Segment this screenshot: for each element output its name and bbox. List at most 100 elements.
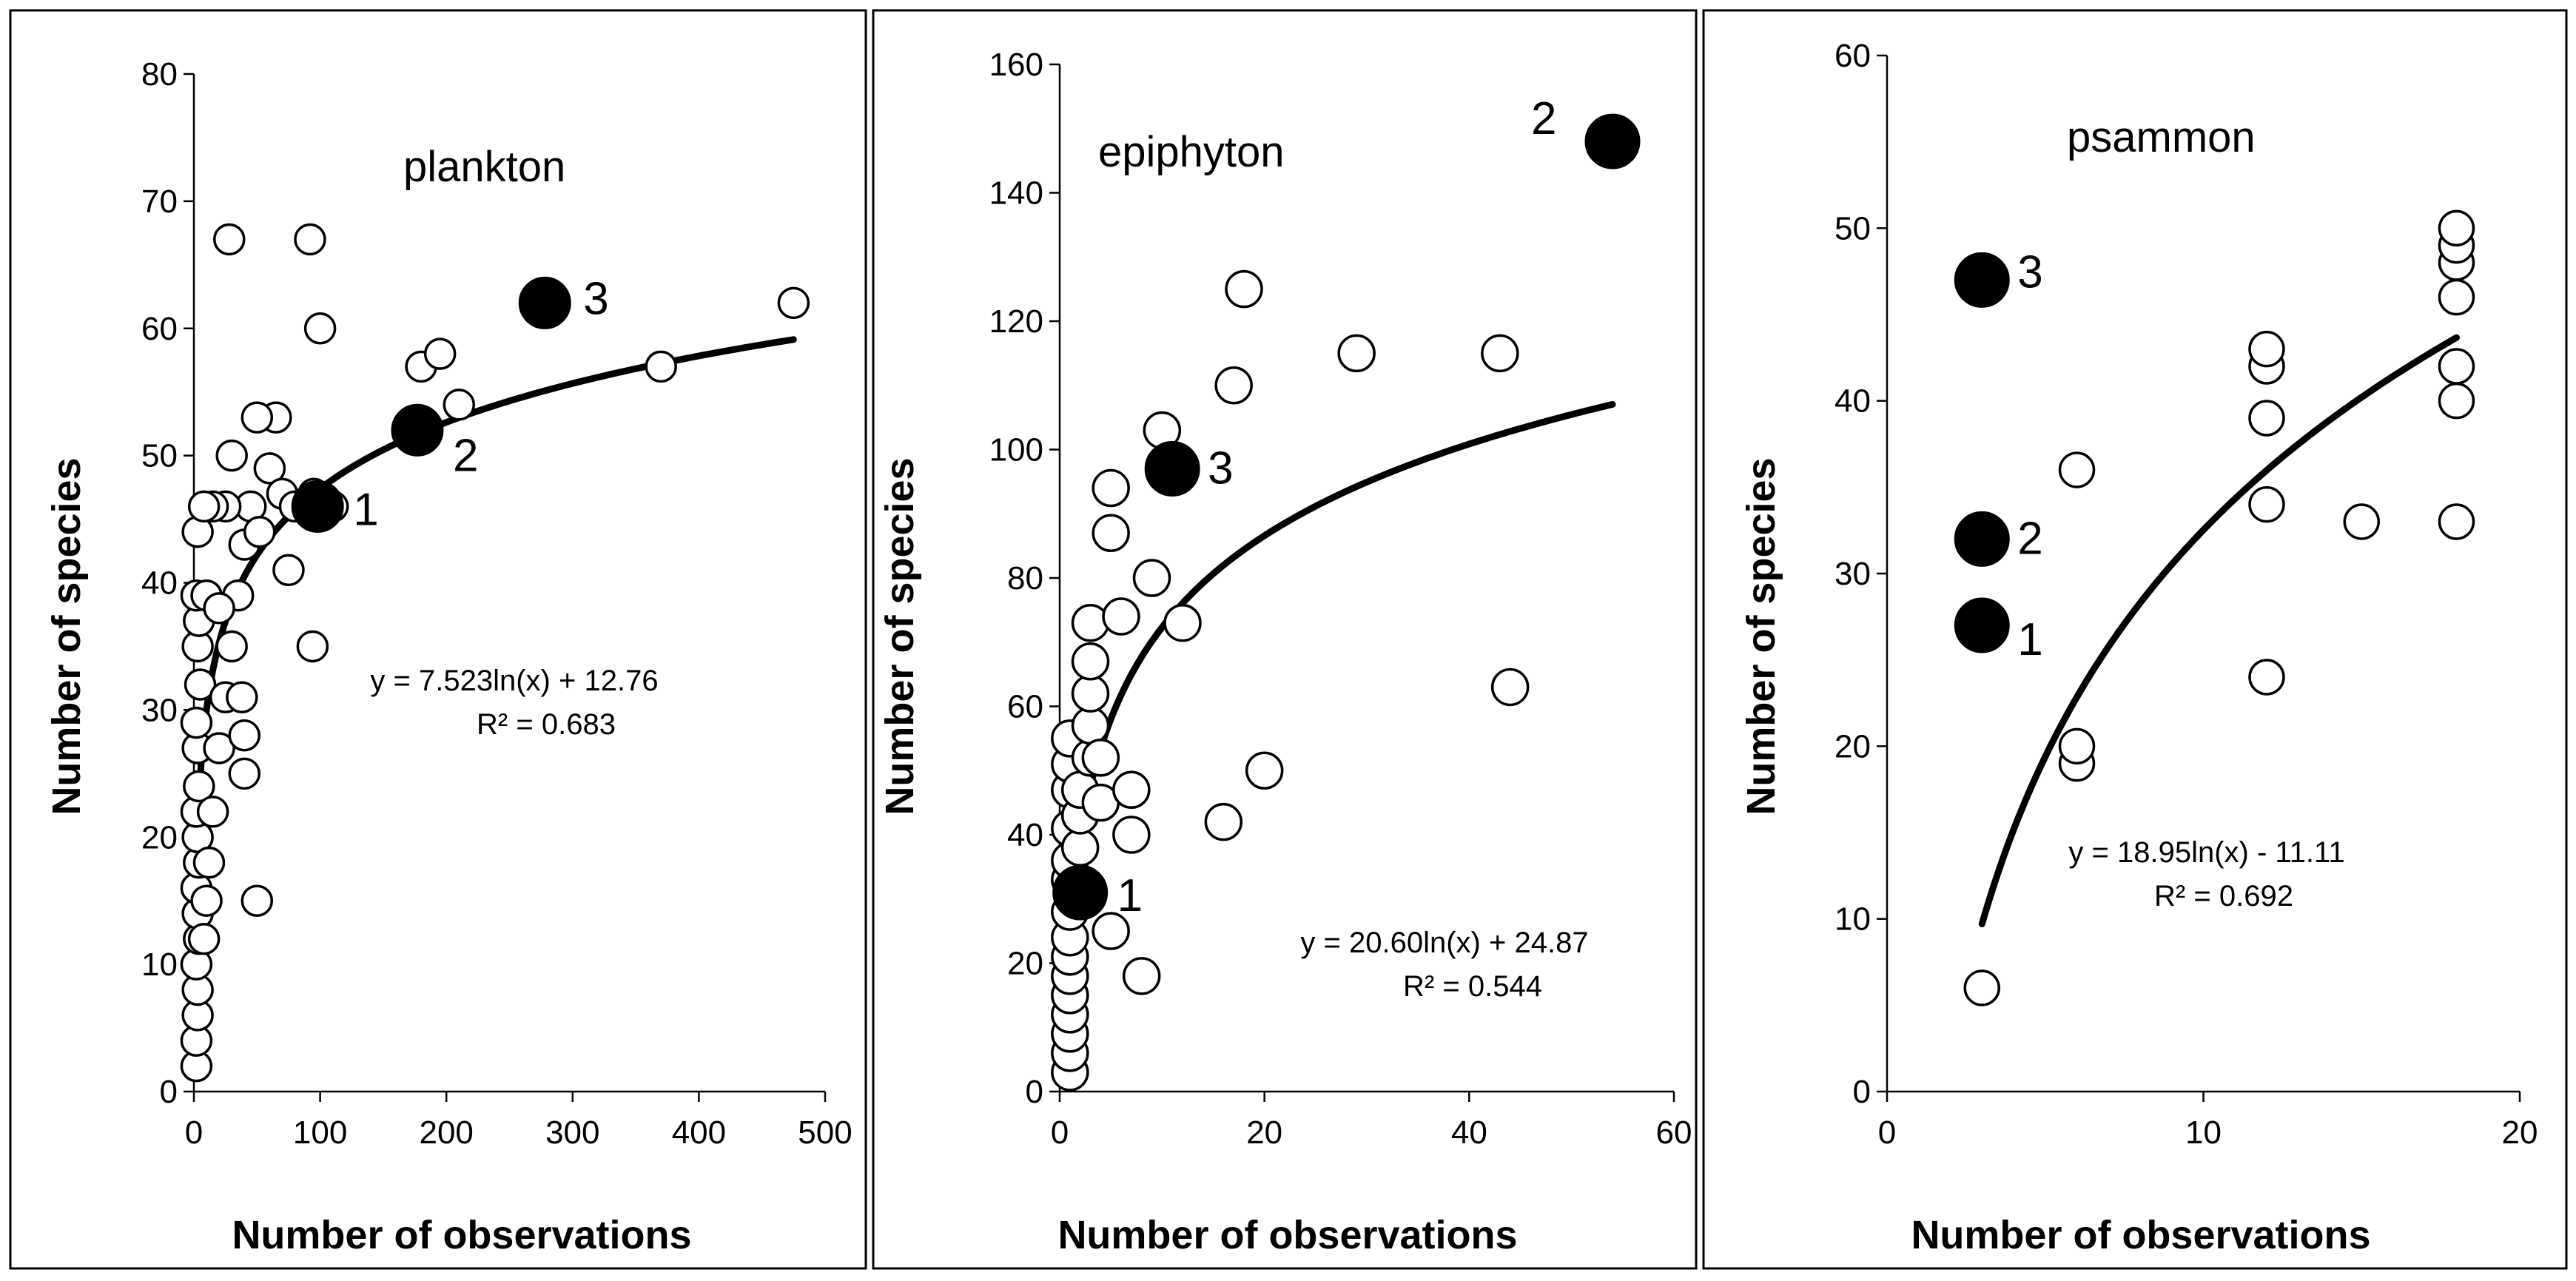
data-point bbox=[2248, 659, 2285, 696]
y-tick-label: 20 bbox=[1835, 728, 1871, 764]
y-tick-label: 20 bbox=[1007, 946, 1043, 982]
point-label: 1 bbox=[2017, 614, 2042, 665]
panel-frame-psammon bbox=[1702, 9, 2568, 1270]
data-point bbox=[203, 732, 235, 764]
data-point bbox=[2058, 727, 2096, 765]
y-tick-label: 60 bbox=[1835, 38, 1871, 74]
data-point bbox=[1122, 957, 1161, 995]
data-point bbox=[1092, 468, 1130, 508]
data-point bbox=[777, 286, 810, 320]
data-point bbox=[180, 706, 213, 739]
y-tick-label: 40 bbox=[141, 565, 178, 602]
data-point bbox=[228, 757, 260, 790]
data-point bbox=[2058, 451, 2096, 488]
data-point bbox=[1225, 269, 1263, 309]
data-point bbox=[1245, 751, 1284, 790]
data-point bbox=[2248, 400, 2285, 437]
data-point bbox=[2438, 503, 2475, 540]
y-tick-label: 0 bbox=[1026, 1074, 1043, 1110]
data-point bbox=[215, 630, 248, 663]
data-point bbox=[187, 490, 221, 523]
data-point bbox=[1214, 366, 1253, 405]
y-tick-label: 140 bbox=[989, 175, 1043, 212]
data-point bbox=[226, 681, 258, 713]
data-point bbox=[213, 223, 246, 256]
trend-line bbox=[1978, 334, 2460, 927]
data-point bbox=[1071, 674, 1110, 713]
highlighted-point bbox=[1052, 864, 1109, 921]
data-point bbox=[2248, 485, 2285, 523]
y-tick-label: 10 bbox=[1835, 901, 1871, 938]
data-point bbox=[2248, 330, 2285, 368]
x-axis-label: Number of observations bbox=[232, 1213, 691, 1257]
data-point bbox=[2438, 382, 2475, 420]
data-point bbox=[1071, 603, 1110, 642]
y-tick-label: 0 bbox=[1853, 1074, 1871, 1110]
data-point bbox=[443, 389, 476, 421]
y-tick-label: 120 bbox=[989, 303, 1043, 340]
highlighted-point bbox=[1954, 511, 2010, 567]
data-point bbox=[241, 884, 274, 917]
y-tick-label: 40 bbox=[1007, 817, 1043, 853]
y-tick-label: 40 bbox=[1835, 383, 1871, 420]
data-point bbox=[241, 401, 274, 434]
data-point bbox=[253, 452, 286, 485]
x-tick-label: 100 bbox=[293, 1114, 347, 1151]
data-point bbox=[215, 439, 248, 472]
data-point bbox=[303, 312, 337, 345]
panel-title: plankton bbox=[403, 143, 565, 191]
data-point bbox=[1071, 642, 1110, 681]
data-point bbox=[1092, 912, 1130, 950]
r-squared: R² = 0.544 bbox=[1403, 970, 1542, 1003]
data-point bbox=[183, 770, 215, 803]
y-tick-label: 80 bbox=[141, 56, 178, 93]
y-tick-label: 60 bbox=[141, 311, 178, 347]
point-label: 2 bbox=[453, 430, 478, 481]
data-point bbox=[2438, 348, 2475, 385]
x-tick-label: 300 bbox=[545, 1114, 599, 1151]
data-point bbox=[1102, 597, 1140, 636]
trend-equation: y = 18.95ln(x) - 11.11 bbox=[2068, 836, 2344, 869]
highlighted-point bbox=[1584, 113, 1641, 169]
x-tick-label: 60 bbox=[1656, 1114, 1692, 1151]
data-point bbox=[243, 516, 276, 548]
data-point bbox=[294, 223, 326, 256]
data-point bbox=[1481, 334, 1519, 373]
y-tick-label: 30 bbox=[1835, 556, 1871, 592]
point-label: 2 bbox=[2017, 513, 2042, 564]
r-squared: R² = 0.683 bbox=[477, 708, 616, 741]
y-tick-label: 80 bbox=[1007, 560, 1043, 596]
data-point bbox=[1112, 816, 1151, 854]
data-point bbox=[228, 719, 260, 752]
data-point bbox=[190, 884, 223, 917]
data-point bbox=[196, 796, 229, 828]
x-tick-label: 500 bbox=[798, 1114, 852, 1151]
data-point bbox=[1060, 828, 1100, 867]
point-label: 3 bbox=[2017, 246, 2042, 297]
x-tick-label: 200 bbox=[419, 1114, 473, 1151]
data-point bbox=[1204, 802, 1243, 841]
r-squared: R² = 0.692 bbox=[2154, 880, 2293, 912]
data-point bbox=[1337, 334, 1376, 373]
y-tick-label: 10 bbox=[141, 947, 178, 983]
panel-frame-plankton bbox=[9, 9, 867, 1270]
y-tick-label: 50 bbox=[141, 438, 178, 474]
data-point bbox=[187, 923, 221, 955]
highlighted-point bbox=[1144, 441, 1200, 497]
data-point bbox=[1071, 706, 1110, 745]
y-axis-label: Number of species bbox=[1739, 457, 1783, 815]
x-tick-label: 40 bbox=[1451, 1114, 1487, 1151]
data-point bbox=[2343, 503, 2380, 540]
data-point bbox=[1490, 668, 1530, 707]
x-tick-label: 10 bbox=[2185, 1114, 2222, 1151]
data-point bbox=[2438, 278, 2475, 316]
highlighted-point bbox=[291, 480, 344, 533]
x-tick-label: 0 bbox=[1878, 1114, 1896, 1151]
highlighted-point bbox=[391, 403, 444, 457]
data-point bbox=[1132, 559, 1171, 597]
data-point bbox=[1081, 739, 1120, 777]
epiphyton-panel: epiphyton Number of species Number of ob… bbox=[878, 47, 1692, 1257]
point-label: 3 bbox=[583, 273, 608, 324]
data-point bbox=[645, 350, 677, 383]
